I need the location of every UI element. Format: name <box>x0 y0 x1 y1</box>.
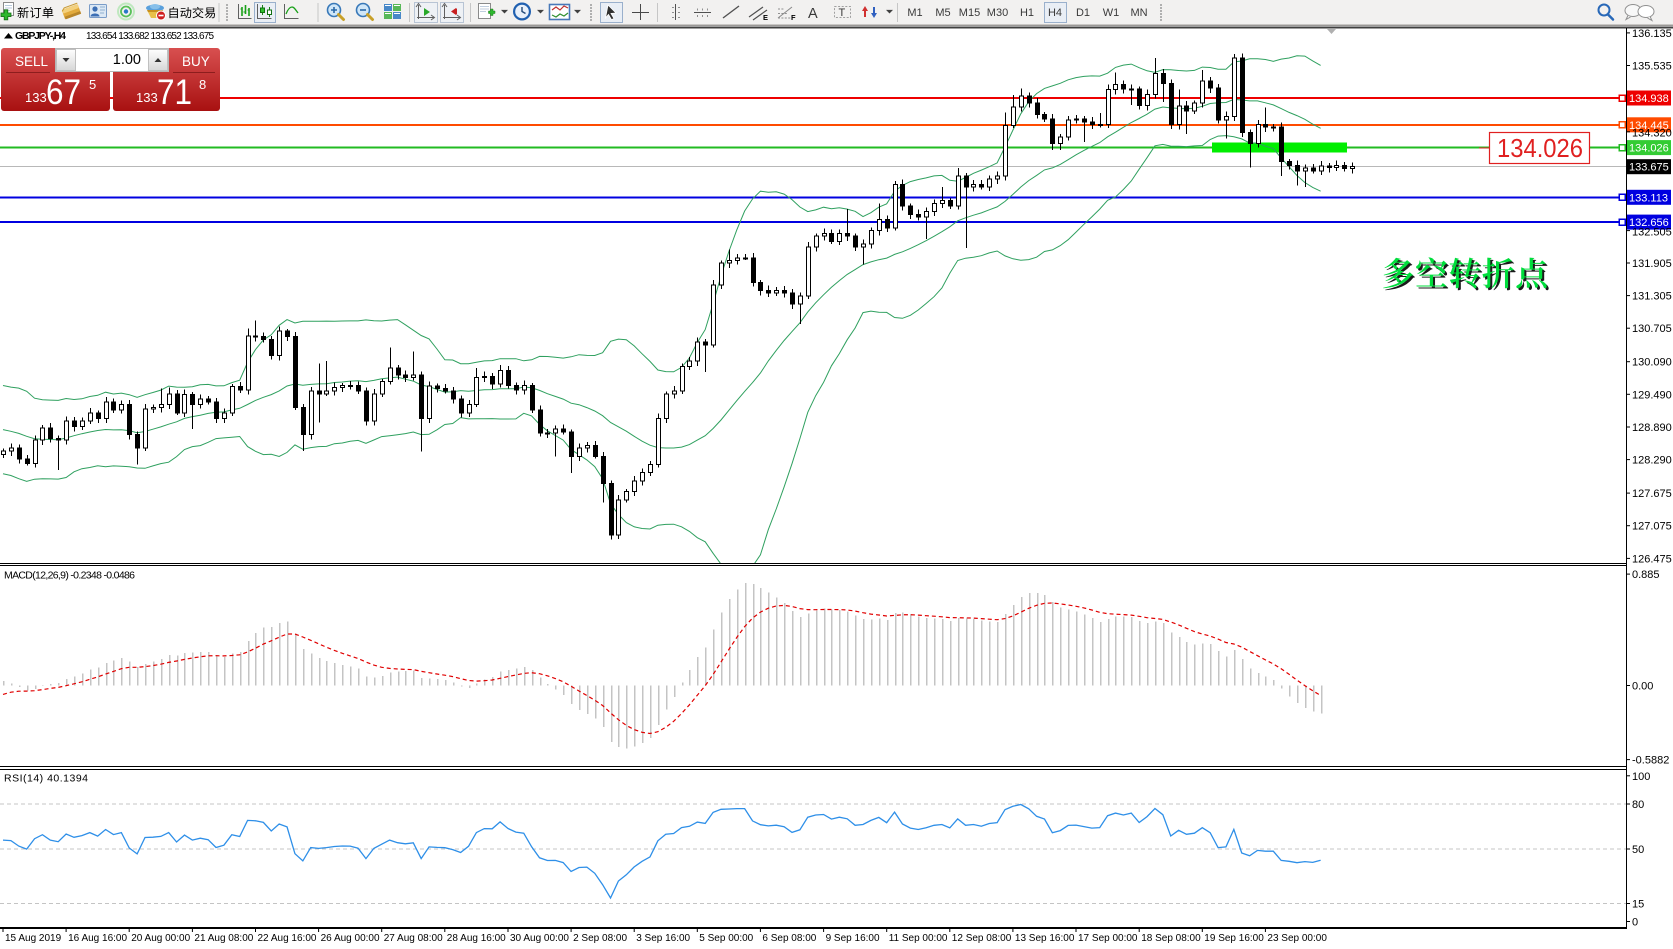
svg-text:19 Sep 16:00: 19 Sep 16:00 <box>1204 933 1264 944</box>
svg-text:MACD(12,26,9) -0.2348 -0.0486: MACD(12,26,9) -0.2348 -0.0486 <box>4 570 135 582</box>
svg-text:15: 15 <box>1632 899 1644 911</box>
svg-text:128.290: 128.290 <box>1632 455 1672 467</box>
svg-text:0.00: 0.00 <box>1632 681 1653 693</box>
svg-text:134.445: 134.445 <box>1629 120 1669 132</box>
svg-text:26 Aug 00:00: 26 Aug 00:00 <box>321 933 380 944</box>
svg-text:M5: M5 <box>935 7 950 19</box>
svg-text:132.656: 132.656 <box>1629 217 1669 229</box>
svg-text:130.090: 130.090 <box>1632 357 1672 369</box>
svg-text:H1: H1 <box>1020 7 1034 19</box>
svg-text:12 Sep 08:00: 12 Sep 08:00 <box>952 933 1012 944</box>
svg-text:5 Sep 00:00: 5 Sep 00:00 <box>699 933 753 944</box>
svg-text:MN: MN <box>1130 7 1147 19</box>
svg-text:134.320: 134.320 <box>1632 128 1672 140</box>
svg-text:127.675: 127.675 <box>1632 488 1672 500</box>
svg-text:100: 100 <box>1632 771 1650 783</box>
svg-text:3 Sep 16:00: 3 Sep 16:00 <box>636 933 690 944</box>
svg-text:130.705: 130.705 <box>1632 323 1672 335</box>
svg-text:6 Sep 08:00: 6 Sep 08:00 <box>762 933 816 944</box>
svg-text:27 Aug 08:00: 27 Aug 08:00 <box>384 933 443 944</box>
svg-text:21 Aug 08:00: 21 Aug 08:00 <box>194 933 253 944</box>
svg-text:0.885: 0.885 <box>1632 569 1660 581</box>
svg-text:M30: M30 <box>987 7 1008 19</box>
svg-text:133.113: 133.113 <box>1629 192 1668 204</box>
svg-text:18 Sep 08:00: 18 Sep 08:00 <box>1141 933 1201 944</box>
svg-text:22 Aug 16:00: 22 Aug 16:00 <box>258 933 317 944</box>
svg-text:E: E <box>763 13 768 22</box>
svg-text:133.654 133.682 133.652 133.67: 133.654 133.682 133.652 133.675 <box>86 31 214 42</box>
svg-text:135.535: 135.535 <box>1632 61 1672 73</box>
svg-text:M1: M1 <box>907 7 922 19</box>
svg-text:2 Sep 08:00: 2 Sep 08:00 <box>573 933 627 944</box>
svg-text:134.938: 134.938 <box>1629 93 1669 105</box>
svg-text:0: 0 <box>1632 917 1638 929</box>
svg-text:28 Aug 16:00: 28 Aug 16:00 <box>447 933 506 944</box>
svg-text:126.475: 126.475 <box>1632 553 1672 565</box>
svg-text:30 Aug 00:00: 30 Aug 00:00 <box>510 933 569 944</box>
svg-text:127.075: 127.075 <box>1632 521 1672 533</box>
svg-text:17 Sep 00:00: 17 Sep 00:00 <box>1078 933 1138 944</box>
svg-text:23 Sep 00:00: 23 Sep 00:00 <box>1267 933 1327 944</box>
svg-text:131.905: 131.905 <box>1632 258 1672 270</box>
svg-text:129.490: 129.490 <box>1632 389 1672 401</box>
svg-text:GBPJPY-,H4: GBPJPY-,H4 <box>15 30 66 42</box>
svg-text:136.135: 136.135 <box>1632 28 1672 40</box>
svg-text:15 Aug 2019: 15 Aug 2019 <box>5 933 62 944</box>
svg-text:80: 80 <box>1632 799 1644 811</box>
svg-text:W1: W1 <box>1103 7 1120 19</box>
svg-text:H4: H4 <box>1048 7 1062 19</box>
svg-text:128.890: 128.890 <box>1632 422 1672 434</box>
svg-text:T: T <box>839 7 846 19</box>
svg-text:-0.5882: -0.5882 <box>1632 755 1669 767</box>
svg-text:F: F <box>791 13 796 22</box>
svg-text:132.505: 132.505 <box>1632 227 1672 239</box>
svg-text:16 Aug 16:00: 16 Aug 16:00 <box>68 933 127 944</box>
svg-text:RSI(14) 40.1394: RSI(14) 40.1394 <box>4 773 88 785</box>
svg-text:133.675: 133.675 <box>1629 162 1669 174</box>
svg-text:9 Sep 16:00: 9 Sep 16:00 <box>826 933 880 944</box>
svg-text:11 Sep 00:00: 11 Sep 00:00 <box>889 933 948 944</box>
svg-text:20 Aug 00:00: 20 Aug 00:00 <box>131 933 190 944</box>
svg-text:134.026: 134.026 <box>1629 143 1669 155</box>
svg-text:D1: D1 <box>1076 7 1090 19</box>
svg-text:A: A <box>808 6 818 22</box>
svg-text:13 Sep 16:00: 13 Sep 16:00 <box>1015 933 1075 944</box>
svg-text:M15: M15 <box>959 7 980 19</box>
svg-text:50: 50 <box>1632 844 1644 856</box>
svg-text:134.026: 134.026 <box>1497 133 1583 163</box>
svg-text:131.305: 131.305 <box>1632 291 1672 303</box>
